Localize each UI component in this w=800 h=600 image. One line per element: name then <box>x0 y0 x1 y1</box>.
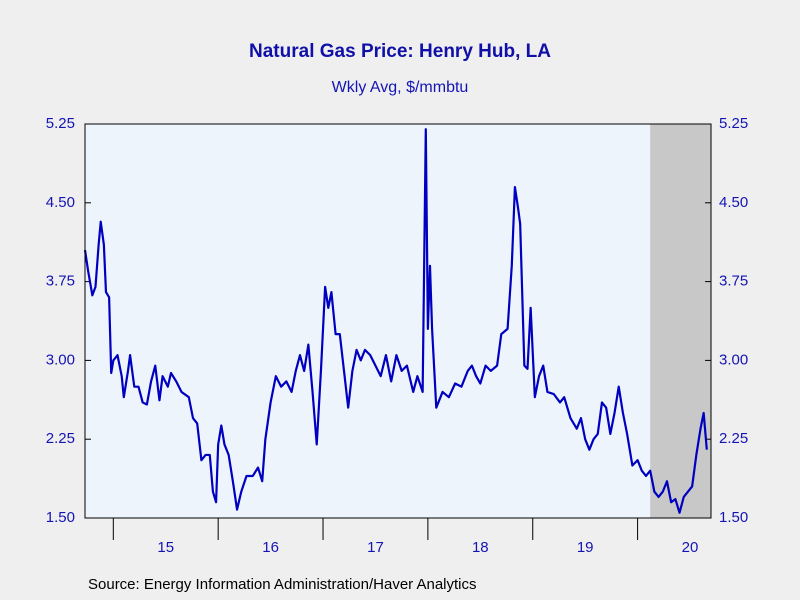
y-tick-label: 3.00 <box>46 351 75 368</box>
series-line <box>83 128 708 514</box>
shaded-period <box>650 124 711 518</box>
source-note: Source: Energy Information Administratio… <box>88 576 477 593</box>
plot-area <box>85 124 711 518</box>
x-tick-label: 20 <box>682 539 699 556</box>
y2-tick-label: 2.25 <box>719 430 748 447</box>
y2-tick-label: 4.50 <box>719 194 748 211</box>
y-tick-label: 3.75 <box>46 273 75 290</box>
chart-title: Natural Gas Price: Henry Hub, LA <box>249 41 551 62</box>
x-tick-label: 16 <box>262 539 279 556</box>
y2-tick-label: 1.50 <box>719 509 748 526</box>
y-tick-label: 2.25 <box>46 430 75 447</box>
y2-tick-label: 3.75 <box>719 273 748 290</box>
y2-tick-label: 5.25 <box>719 115 748 132</box>
chart-subtitle: Wkly Avg, $/mmbtu <box>332 79 469 96</box>
y-tick-label: 4.50 <box>46 194 75 211</box>
x-tick-label: 18 <box>472 539 489 556</box>
x-tick-label: 19 <box>577 539 594 556</box>
y-tick-label: 5.25 <box>46 115 75 132</box>
x-tick-label: 17 <box>367 539 384 556</box>
y2-tick-label: 3.00 <box>719 351 748 368</box>
y-tick-label: 1.50 <box>46 509 75 526</box>
plot-frame <box>84 123 712 519</box>
x-tick-label: 15 <box>157 539 174 556</box>
